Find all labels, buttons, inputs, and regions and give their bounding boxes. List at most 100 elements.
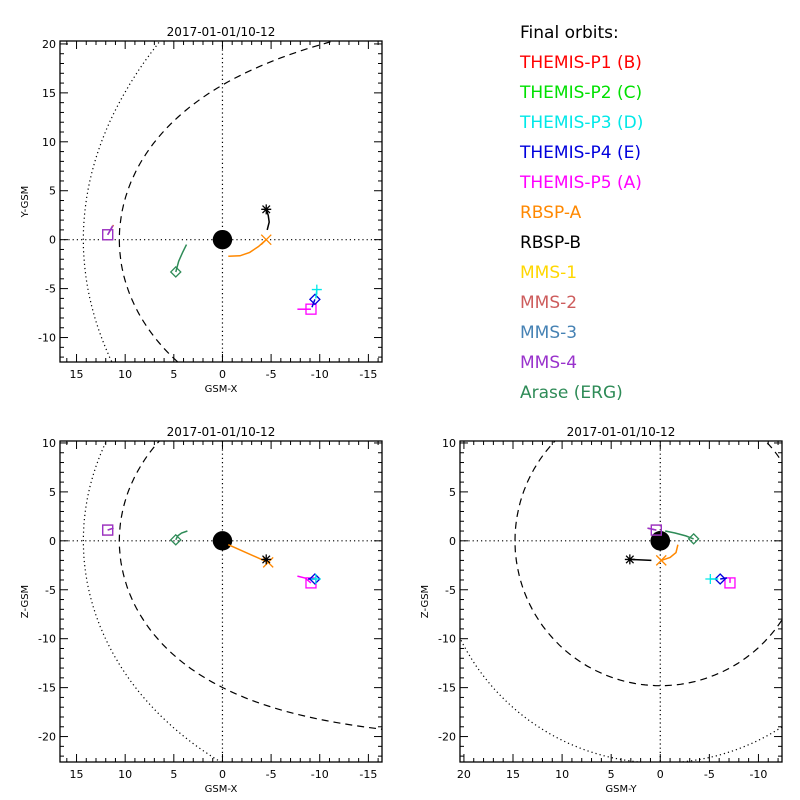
x-tick-label: 5	[170, 768, 177, 781]
plot-area	[60, 441, 382, 762]
x-tick-label: 15	[506, 768, 520, 781]
marker-asterisk	[261, 554, 272, 565]
plot-area	[60, 41, 382, 362]
y-tick-label: 20	[42, 38, 56, 51]
marker-x	[655, 554, 667, 566]
diamond-marker	[308, 293, 321, 306]
x-tick-label: -10	[749, 768, 767, 781]
plot-title: 2017-01-01/10-12	[567, 425, 676, 439]
x-tick-label: -10	[311, 768, 329, 781]
diamond-marker	[687, 532, 700, 545]
y-tick-label: 10	[442, 437, 456, 450]
x-axis-label: GSM-X	[205, 784, 238, 795]
orbit-track	[661, 544, 679, 562]
x-tick-label: 10	[118, 768, 132, 781]
marker-plus	[705, 573, 716, 584]
marker-diamond	[687, 532, 700, 545]
square-marker	[724, 577, 736, 589]
square-marker	[102, 229, 114, 241]
orbit-track	[297, 575, 312, 584]
marker-plus	[311, 284, 322, 295]
magnetopause-curve	[118, 441, 382, 730]
x-tick-label: -5	[266, 768, 277, 781]
magnetopause-curve	[514, 441, 782, 687]
square-marker	[650, 524, 662, 536]
y-tick-label: 10	[42, 136, 56, 149]
orbit-track	[175, 244, 188, 273]
y-tick-label: -10	[38, 332, 56, 345]
y-tick-label: -5	[45, 283, 56, 296]
y-tick-label: 15	[42, 87, 56, 100]
orbit-track	[175, 530, 188, 541]
asterisk-marker	[261, 204, 272, 215]
y-tick-label: 0	[49, 535, 56, 548]
x-tick-label: 0	[219, 368, 226, 381]
legend-item: MMS-1	[520, 263, 578, 283]
y-tick-label: 10	[42, 437, 56, 450]
x-tick-label: -15	[359, 368, 377, 381]
y-axis-label: Y-GSM	[20, 186, 31, 219]
plus-marker	[705, 573, 716, 584]
diamond-marker	[169, 266, 182, 278]
panel-yz: 20 15 10 5 0 -5 -10 10 5 0 -5 -10 -15 -20 2017-01-01/1…	[420, 425, 783, 795]
marker-diamond	[714, 573, 727, 585]
plot-frame	[59, 440, 383, 763]
x-tick-label: 0	[657, 768, 664, 781]
legend-item: THEMIS-P1 (B)	[520, 53, 642, 73]
marker-square	[305, 303, 317, 315]
panel-xy: 15 10 5 0 -5 -10 -15 -10 -5 0 5 10 15 20 2017-01-01/10…	[20, 25, 383, 395]
legend-item: MMS-3	[520, 323, 578, 343]
diamond-marker	[169, 533, 182, 546]
x-tick-label: 15	[70, 768, 84, 781]
y-tick-label: 5	[49, 185, 56, 198]
marker-diamond	[169, 266, 182, 278]
legend-item: RBSP-A	[520, 203, 582, 223]
x-tick-label: -5	[704, 768, 715, 781]
legend-item: THEMIS-P2 (C)	[520, 83, 643, 103]
earth-disk	[212, 531, 233, 551]
x-tick-label: 5	[608, 768, 615, 781]
legend-item: RBSP-B	[520, 233, 582, 253]
orbit-track	[720, 577, 728, 580]
marker-plus	[310, 573, 321, 584]
marker-asterisk	[261, 204, 272, 215]
y-tick-label: -15	[438, 682, 456, 695]
x-axis-label: GSM-X	[205, 384, 238, 395]
marker-square	[102, 524, 114, 536]
square-marker	[102, 524, 114, 536]
marker-x	[260, 234, 272, 246]
marker-square	[102, 524, 114, 536]
legend-item: THEMIS-P5 (A)	[520, 173, 642, 193]
diamond-marker	[714, 573, 727, 585]
x-marker	[260, 234, 272, 246]
x-tick-label: -15	[359, 768, 377, 781]
bow-shock-curve	[82, 441, 222, 762]
orbit-track	[228, 239, 267, 258]
y-tick-label: -10	[438, 633, 456, 646]
legend-item: MMS-4	[520, 353, 578, 373]
plot-area	[460, 441, 782, 762]
marker-square	[650, 524, 662, 536]
x-tick-label: 20	[457, 768, 471, 781]
y-tick-label: 0	[449, 535, 456, 548]
marker-square	[724, 577, 736, 589]
panel-xz: 15 10 5 0 -5 -10 -15 10 5 0 -5 -10 -15 -20 2017-01-01/…	[20, 425, 383, 795]
y-axis-label: Z-GSM	[20, 585, 31, 618]
y-tick-label: -5	[45, 584, 56, 597]
x-tick-label: 0	[219, 768, 226, 781]
orbit-track	[265, 209, 270, 231]
plot-title: 2017-01-01/10-12	[167, 25, 276, 39]
plot-title: 2017-01-01/10-12	[167, 425, 276, 439]
square-marker	[102, 524, 114, 536]
plus-marker	[311, 284, 322, 295]
y-tick-label: -15	[38, 682, 56, 695]
diamond-marker	[308, 573, 321, 585]
x-tick-label: 5	[170, 368, 177, 381]
earth-disk	[650, 531, 671, 551]
marker-square	[102, 229, 114, 241]
y-tick-label: 5	[49, 486, 56, 499]
plot-frame	[459, 440, 783, 763]
plus-marker	[310, 573, 321, 584]
legend-item: THEMIS-P4 (E)	[520, 143, 641, 163]
